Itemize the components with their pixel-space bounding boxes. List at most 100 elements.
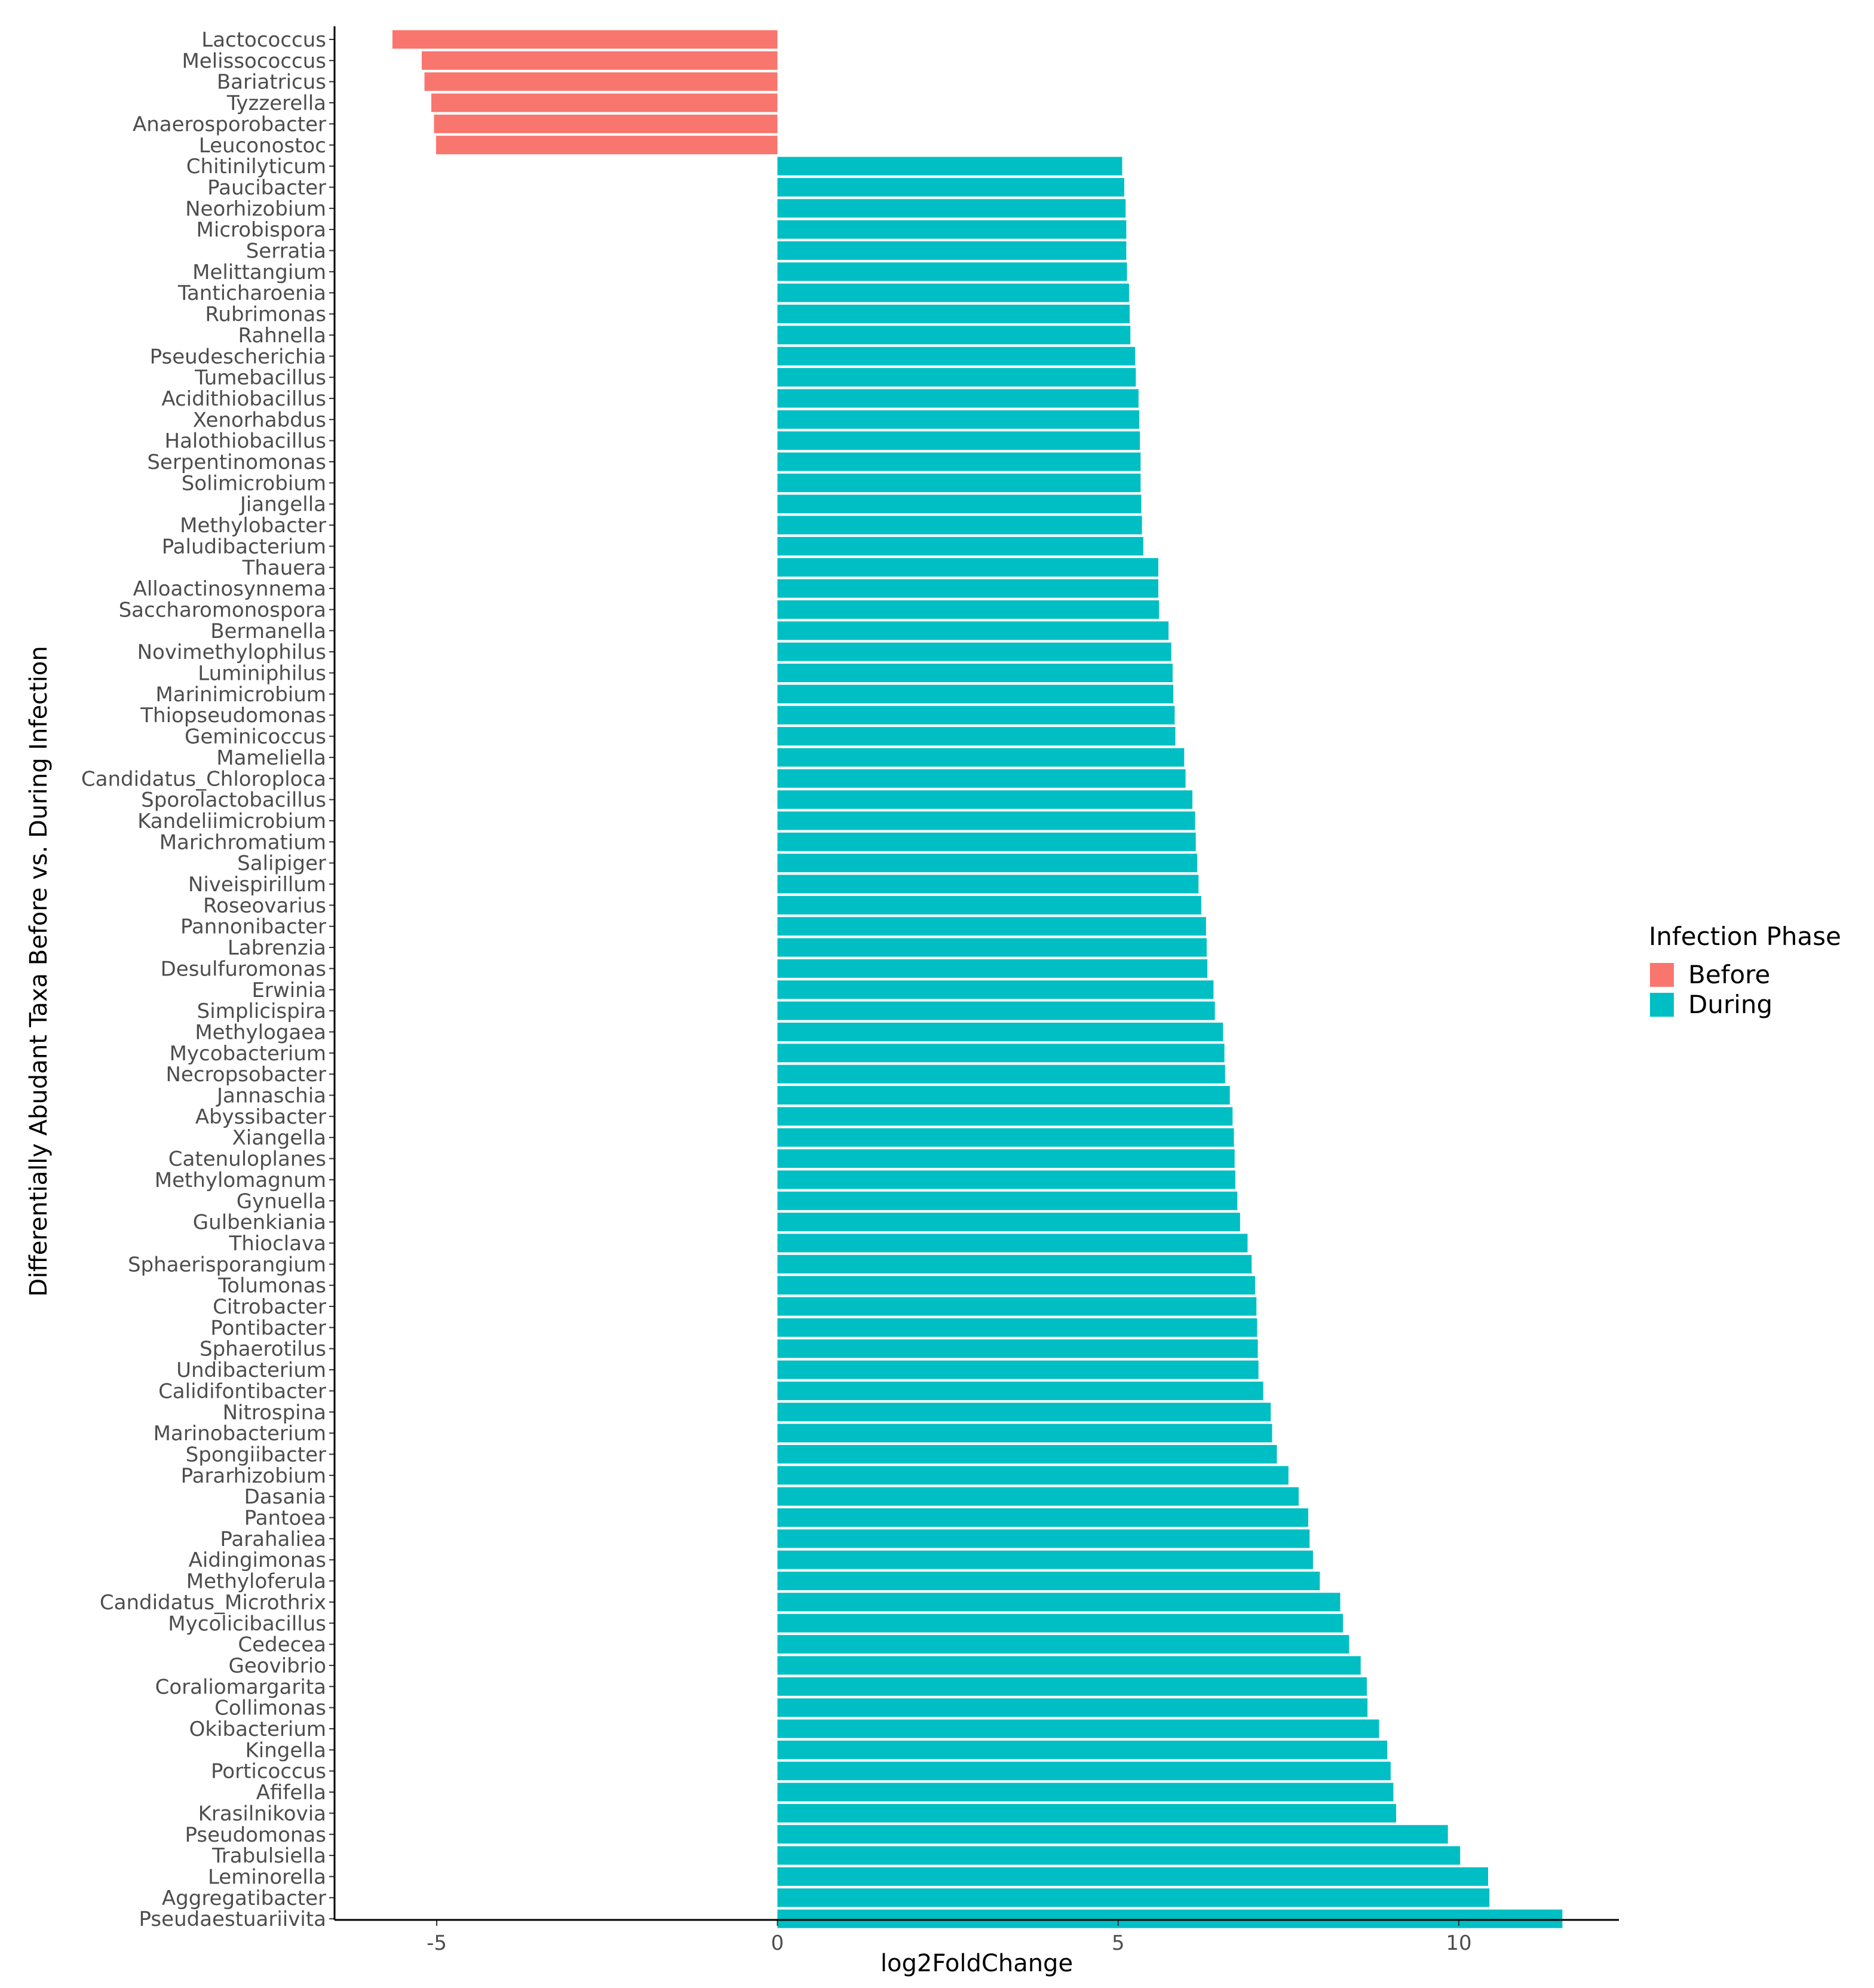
y-tick-label: Microbispora [197,218,326,242]
y-tick-label: Coraliomargarita [155,1675,326,1699]
bar-kingella [777,1740,1388,1759]
bar-citrobacter [777,1297,1257,1316]
bar-thioclava [777,1234,1248,1253]
bar-desulfuromonas [777,959,1208,978]
bar-bariatricus [424,72,778,91]
bar-roseovarius [777,895,1201,915]
bar-paucibacter [777,177,1124,197]
y-tick-label: Spongiibacter [186,1443,326,1467]
y-tick-label: Thauera [242,556,326,580]
y-tick-label: Pontibacter [210,1316,326,1340]
y-tick-label: Dasania [244,1485,326,1509]
y-axis-title: Differentially Abudant Taxa Before vs. D… [25,646,53,1297]
x-axis-ticks: -5 0 5 10 [427,1920,1472,1955]
bar-mycolicibacillus [777,1613,1344,1633]
y-tick-label: Candidatus_Chloroploca [81,767,326,791]
bar-spongiibacter [777,1444,1277,1464]
y-tick-label: Sphaerisporangium [128,1253,326,1277]
y-tick-label: Serratia [246,240,326,263]
y-tick-label: Pseudaestuariivita [139,1907,326,1931]
bar-coraliomargarita [777,1677,1367,1696]
y-tick-label: Serpentinomonas [147,450,326,474]
bar-xiangella [777,1128,1234,1147]
y-tick-label: Neorhizobium [185,197,326,221]
bar-pontibacter [777,1318,1257,1337]
bar-cedecea [777,1635,1349,1654]
bar-pseudomonas [777,1825,1448,1844]
bar-undibacterium [777,1360,1259,1379]
bar-acidithiobacillus [777,389,1139,408]
bar-anaerosporobacter [434,114,778,133]
y-tick-label: Halothiobacillus [165,429,327,453]
y-tick-label: Undibacterium [176,1358,326,1382]
y-tick-label: Mycolicibacillus [168,1612,326,1636]
y-tick-label: Parahaliea [220,1527,326,1551]
bar-nitrospina [777,1403,1271,1422]
bar-methyloferula [777,1572,1320,1591]
y-tick-label: Melittangium [192,260,326,284]
y-tick-label: Novimethylophilus [137,640,326,664]
bars-group [392,30,1563,1928]
y-tick-label: Jannaschia [216,1084,326,1108]
y-tick-label: Candidatus_Microthrix [100,1591,326,1615]
y-tick-label: Tanticharoenia [177,281,326,305]
y-tick-label: Desulfuromonas [161,957,326,981]
bar-xenorhabdus [777,410,1140,429]
bar-thiopseudomonas [777,705,1175,725]
y-tick-label: Paucibacter [207,176,326,200]
y-tick-label: Methylomagnum [155,1168,326,1192]
bar-methylobacter [777,516,1142,535]
y-tick-label: Chitinilyticum [186,155,326,179]
bar-marinimicrobium [777,685,1174,704]
y-tick-label: Leuconostoc [199,134,326,158]
bar-salipiger [777,854,1197,873]
x-tick-label: 10 [1446,1931,1471,1955]
bar-alloactinosynnema [777,579,1158,598]
y-tick-label: Tyzzerella [226,91,326,115]
y-tick-label: Trabulsiella [211,1844,326,1868]
y-tick-label: Gynuella [237,1189,326,1213]
y-tick-label: Necropsobacter [165,1063,326,1087]
y-tick-label: Marinimicrobium [155,683,326,707]
y-tick-label: Rubrimonas [205,303,326,327]
bar-pseudescherichia [777,346,1136,366]
bar-tolumonas [777,1276,1255,1295]
bar-necropsobacter [777,1064,1225,1084]
y-tick-label: Abyssibacter [195,1105,326,1129]
bar-simplicispira [777,1001,1215,1020]
x-tick-label: 0 [771,1931,784,1955]
legend-swatch-before [1650,963,1674,987]
y-tick-label: Pararhizobium [181,1464,326,1488]
bar-pararhizobium [777,1466,1289,1485]
y-tick-label: Aggregatibacter [162,1886,326,1910]
y-tick-label: Rahnella [238,324,326,348]
bar-melissococcus [421,51,778,70]
bar-dasania [777,1487,1299,1506]
bar-solimicrobium [777,473,1141,492]
bar-kandeliimicrobium [777,811,1195,830]
y-tick-label: Tolumonas [217,1274,326,1298]
y-tick-label: Aidingimonas [189,1548,326,1572]
y-tick-label: Kingella [245,1738,326,1762]
y-tick-label: Simplicispira [197,999,326,1023]
legend-swatch-during [1650,993,1674,1017]
y-tick-label: Kandeliimicrobium [137,809,326,833]
y-tick-label: Thiopseudomonas [140,704,326,728]
bar-erwinia [777,980,1214,999]
y-tick-label: Marichromatium [160,830,326,854]
bar-candidatus-microthrix [777,1593,1341,1612]
x-axis-title: log2FoldChange [881,1950,1073,1977]
bar-geovibrio [777,1656,1361,1675]
x-tick-label: -5 [427,1931,447,1955]
y-tick-label: Saccharomonospora [119,598,326,622]
bar-jiangella [777,495,1142,514]
bar-pseudaestuariivita [777,1909,1563,1928]
y-tick-label: Pseudomonas [185,1823,327,1847]
y-tick-label: Xiangella [232,1126,326,1150]
bar-serpentinomonas [777,452,1141,471]
bar-abyssibacter [777,1107,1233,1126]
y-tick-label: Melissococcus [182,49,326,73]
bar-okibacterium [777,1719,1379,1738]
bar-saccharomonospora [777,600,1160,619]
